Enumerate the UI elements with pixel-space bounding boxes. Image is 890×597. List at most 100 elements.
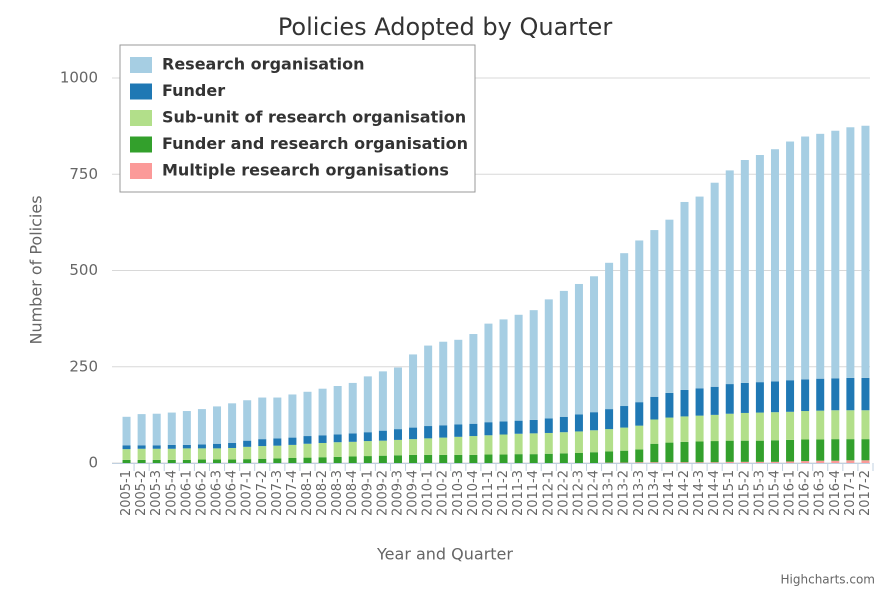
- bar-segment: [696, 462, 704, 463]
- legend-label: Funder and research organisation: [162, 134, 468, 153]
- x-tick-label: 2016-4: [828, 470, 843, 516]
- bar-segment: [243, 447, 251, 459]
- bar-segment: [319, 435, 327, 443]
- bar-segment: [500, 435, 508, 455]
- bar-segment: [816, 461, 824, 463]
- bar-segment: [228, 443, 236, 448]
- bar-segment: [424, 346, 432, 426]
- bar-segment: [726, 384, 734, 414]
- x-tick-label: 2014-4: [707, 470, 722, 516]
- bar-segment: [681, 462, 689, 463]
- bar-segment: [635, 402, 643, 425]
- bar-segment: [168, 445, 176, 449]
- bar-segment: [605, 263, 613, 409]
- y-tick-label: 0: [88, 454, 98, 472]
- bar-segment: [575, 431, 583, 453]
- bar-segment: [620, 253, 628, 406]
- bar-segment: [183, 448, 191, 460]
- bar-segment: [288, 445, 296, 458]
- legend-label: Multiple research organisations: [162, 161, 449, 180]
- bar-segment: [665, 418, 673, 443]
- x-tick-label: 2012-2: [556, 470, 571, 516]
- bar-segment: [861, 439, 869, 460]
- bar-segment: [560, 417, 568, 432]
- bar-segment: [711, 441, 719, 462]
- bar-segment: [454, 425, 462, 437]
- x-tick-label: 2010-3: [451, 470, 466, 516]
- x-tick-label: 2005-2: [134, 470, 149, 516]
- bar-segment: [198, 445, 206, 449]
- bar-segment: [349, 383, 357, 433]
- bar-segment: [394, 455, 402, 463]
- bar-segment: [861, 410, 869, 439]
- bar-segment: [635, 240, 643, 402]
- bar-segment: [304, 392, 312, 436]
- bar-segment: [469, 436, 477, 455]
- bar-segment: [379, 371, 387, 430]
- bar-segment: [741, 160, 749, 383]
- bar-segment: [665, 443, 673, 463]
- bar-segment: [756, 155, 764, 382]
- bar-segment: [469, 334, 477, 424]
- bar-segment: [681, 442, 689, 462]
- bar-segment: [560, 453, 568, 463]
- bar-segment: [500, 455, 508, 463]
- bar-segment: [681, 202, 689, 390]
- bar-segment: [711, 462, 719, 463]
- bar-segment: [605, 409, 613, 429]
- bar-segment: [319, 443, 327, 457]
- bar-segment: [786, 142, 794, 381]
- y-tick-label: 750: [69, 165, 98, 183]
- bar-segment: [786, 440, 794, 462]
- bar-segment: [484, 455, 492, 463]
- bar-segment: [801, 461, 809, 463]
- x-tick-label: 2013-2: [617, 470, 632, 516]
- bar-segment: [620, 406, 628, 428]
- bar-segment: [123, 445, 131, 449]
- bar-segment: [364, 441, 372, 456]
- bar-segment: [304, 444, 312, 458]
- bar-segment: [439, 455, 447, 463]
- x-tick-label: 2015-3: [752, 470, 767, 516]
- bar-segment: [168, 460, 176, 463]
- bar-segment: [711, 183, 719, 387]
- bar-segment: [198, 448, 206, 459]
- x-tick-label: 2010-1: [421, 470, 436, 516]
- bar-segment: [153, 460, 161, 463]
- bar-segment: [771, 381, 779, 412]
- bar-segment: [801, 379, 809, 411]
- bar-segment: [741, 383, 749, 413]
- bar-segment: [213, 448, 221, 459]
- bar-segment: [409, 428, 417, 440]
- bar-segment: [801, 411, 809, 439]
- bar-segment: [364, 376, 372, 432]
- bar-segment: [711, 415, 719, 441]
- bar-segment: [545, 433, 553, 454]
- bar-segment: [650, 462, 658, 463]
- x-tick-label: 2006-2: [194, 470, 209, 516]
- bar-segment: [590, 452, 598, 463]
- bar-segment: [620, 451, 628, 463]
- bar-segment: [515, 315, 523, 421]
- bar-segment: [153, 445, 161, 448]
- bar-segment: [198, 460, 206, 463]
- x-tick-label: 2008-4: [345, 470, 360, 516]
- bar-segment: [334, 386, 342, 435]
- bar-segment: [334, 442, 342, 457]
- bar-segment: [756, 441, 764, 462]
- bar-segment: [771, 462, 779, 463]
- bar-segment: [168, 413, 176, 445]
- bar-segment: [560, 291, 568, 417]
- bar-segment: [213, 444, 221, 449]
- bar-segment: [665, 462, 673, 463]
- bar-segment: [665, 220, 673, 393]
- x-tick-label: 2011-2: [496, 470, 511, 516]
- x-tick-label: 2014-2: [677, 470, 692, 516]
- x-tick-label: 2010-4: [466, 470, 481, 516]
- bar-segment: [304, 458, 312, 463]
- x-tick-label: 2006-4: [225, 470, 240, 516]
- bar-segment: [123, 449, 131, 460]
- bar-segment: [168, 449, 176, 460]
- bar-segment: [831, 439, 839, 461]
- x-tick-label: 2010-2: [436, 470, 451, 516]
